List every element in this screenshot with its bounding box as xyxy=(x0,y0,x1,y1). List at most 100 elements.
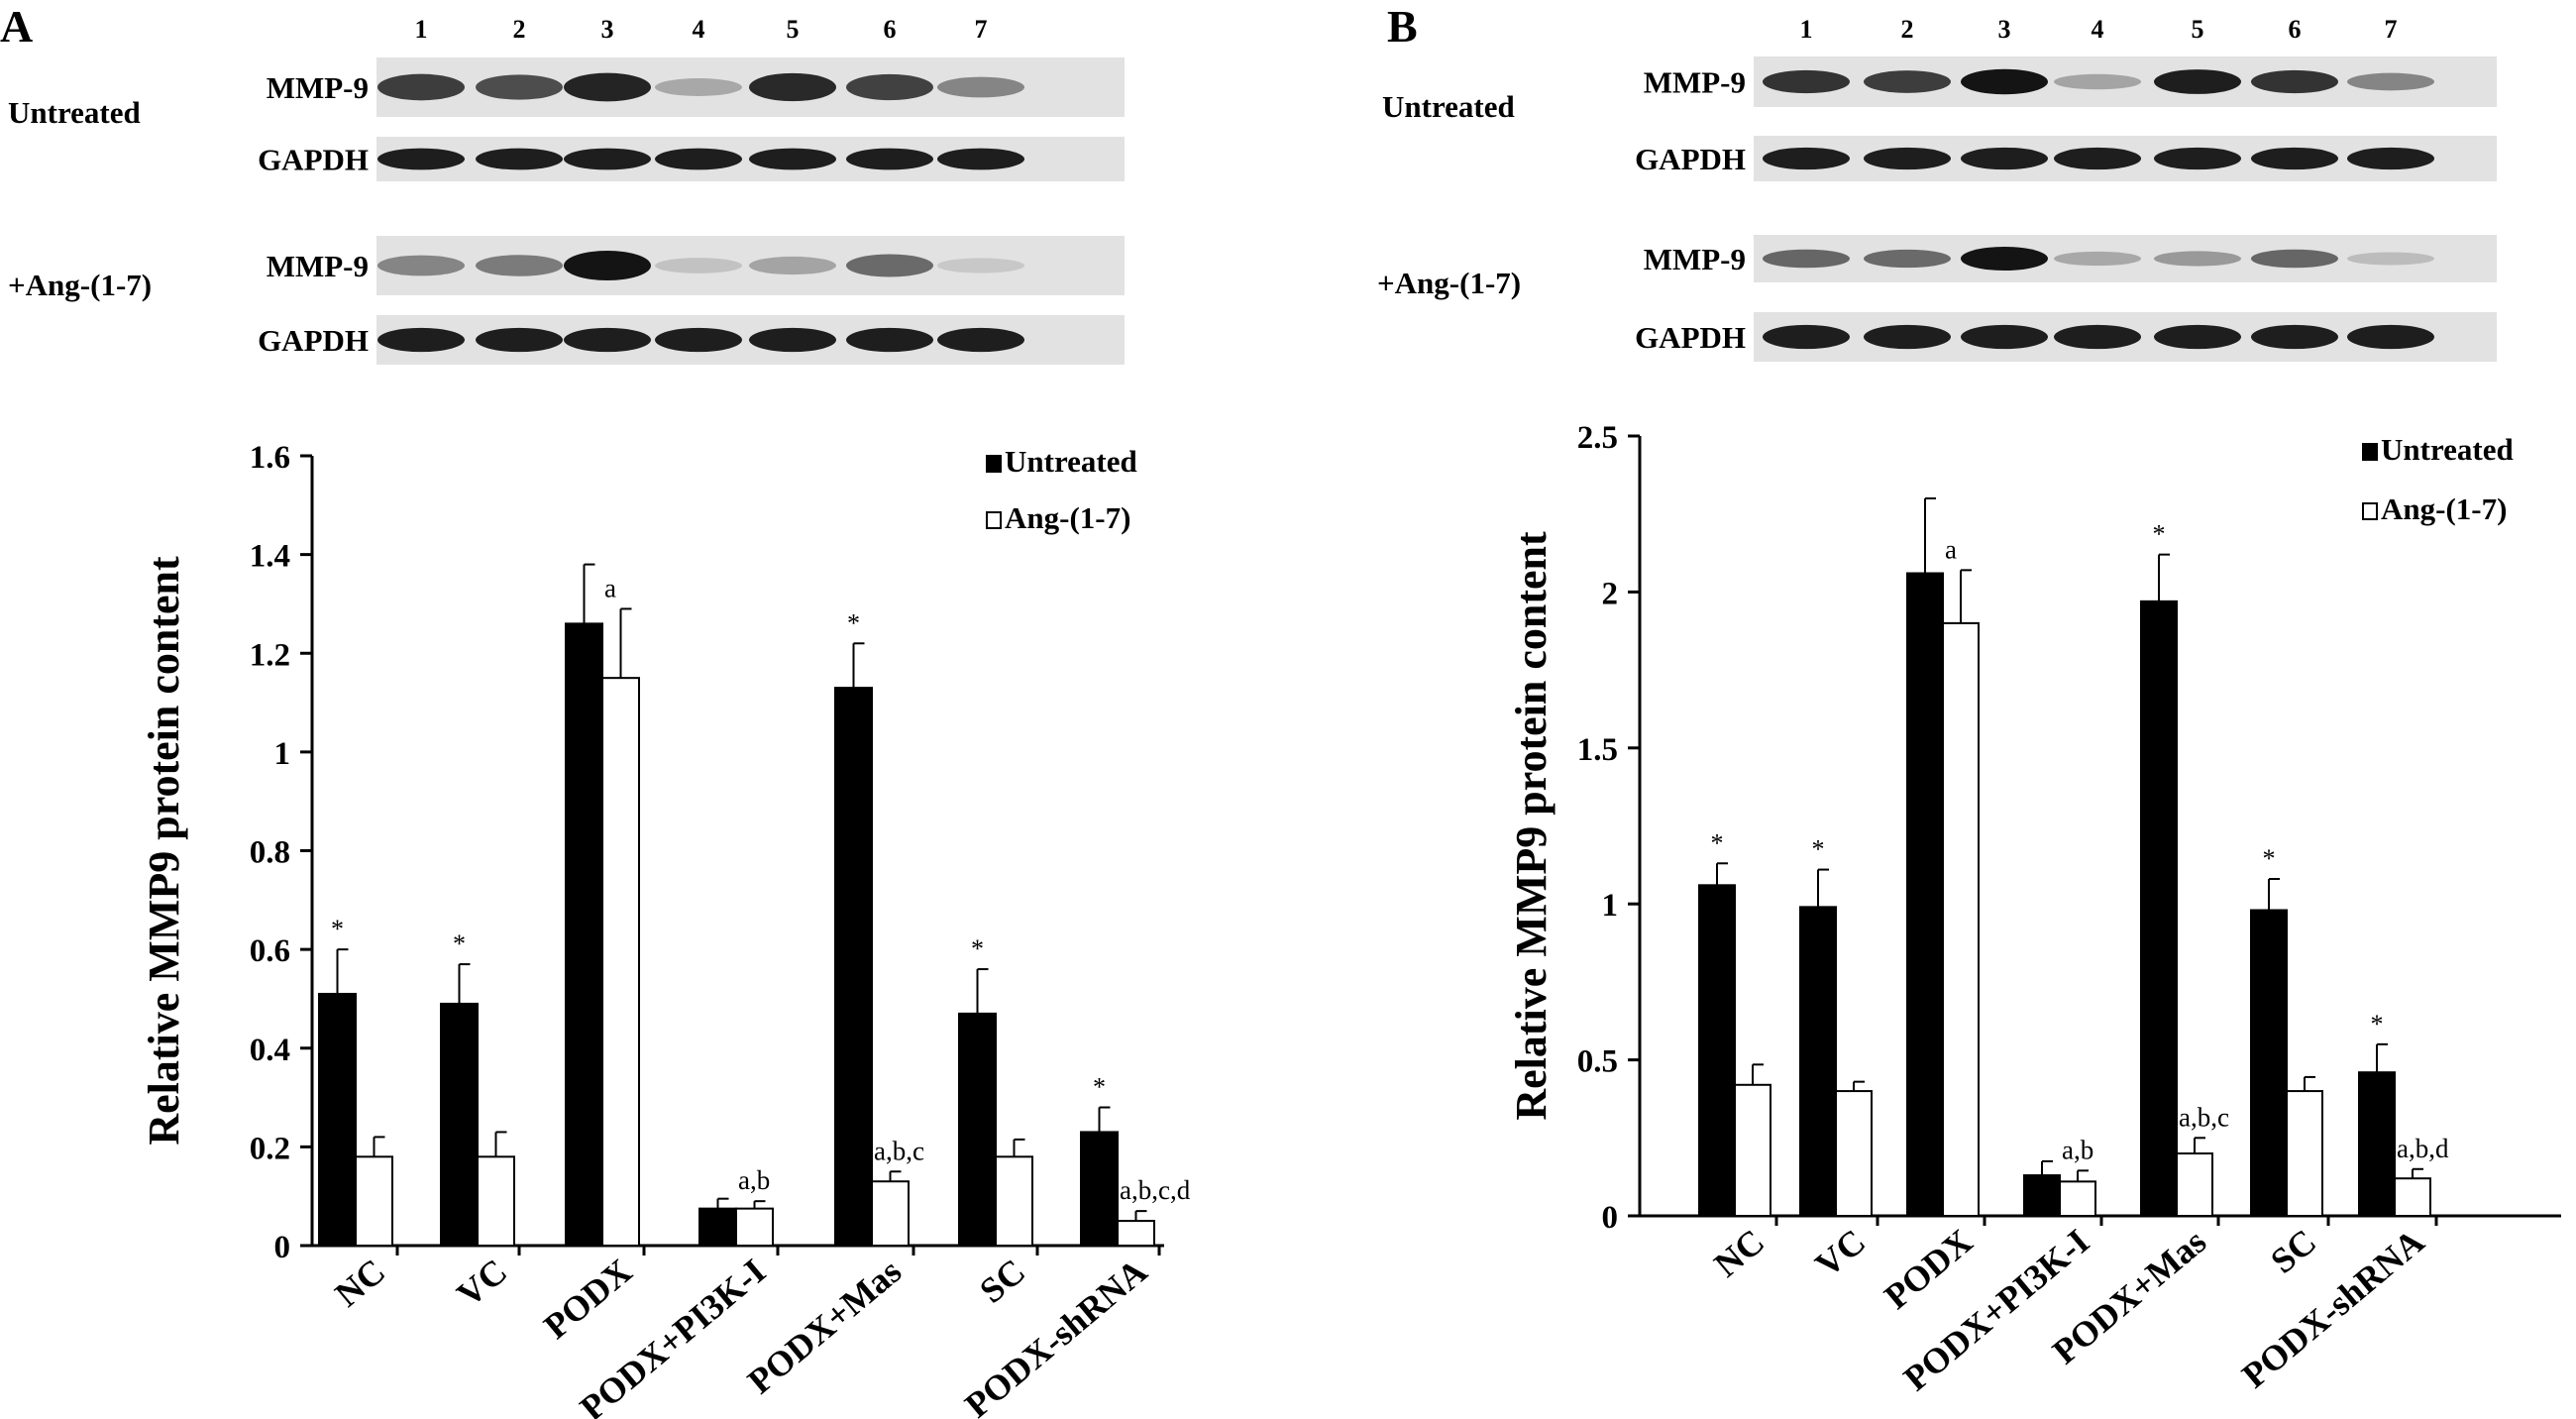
blot-band xyxy=(476,148,563,170)
condition-label: +Ang-(1-7) xyxy=(8,268,152,302)
blot-band xyxy=(2154,147,2241,170)
bar-untreated xyxy=(698,1207,737,1247)
blot-band xyxy=(1864,249,1951,269)
lane-number: 2 xyxy=(1901,15,1914,44)
lane-number: 2 xyxy=(513,15,526,44)
significance-mark: * xyxy=(1711,828,1724,857)
blot-row-label: MMP-9 xyxy=(1644,65,1746,100)
bar-ang xyxy=(995,1155,1033,1248)
blot-band xyxy=(937,258,1024,273)
significance-mark: a xyxy=(1945,534,1957,564)
blot-band xyxy=(2347,147,2434,170)
blot-band xyxy=(749,327,836,353)
lane-number: 3 xyxy=(1998,15,2011,44)
blot-band xyxy=(846,73,933,101)
blot-band xyxy=(937,327,1024,353)
x-category-label: PODX xyxy=(536,1251,639,1346)
bar-untreated xyxy=(1906,572,1944,1217)
blot-band xyxy=(2154,69,2241,94)
blot-band xyxy=(2054,73,2141,90)
y-tick-label: 0.2 xyxy=(250,1131,290,1166)
bar-ang xyxy=(477,1155,515,1248)
blot-band xyxy=(1864,147,1951,170)
bar-untreated xyxy=(2358,1071,2396,1218)
significance-mark: * xyxy=(1812,835,1825,864)
blot-band xyxy=(377,73,465,101)
lane-number: 6 xyxy=(2289,15,2302,44)
y-tick-label: 1.5 xyxy=(1577,732,1618,768)
x-category-label: PODX-shRNA xyxy=(2234,1221,2431,1395)
x-category-label: SC xyxy=(972,1251,1032,1310)
bar-ang xyxy=(2059,1180,2096,1217)
blot-band xyxy=(846,254,933,277)
blot-band xyxy=(476,255,563,276)
y-tick-label: 1 xyxy=(1602,888,1619,924)
blot-band xyxy=(2251,249,2338,269)
blot-band xyxy=(937,76,1024,98)
blot-band xyxy=(2054,324,2141,350)
blot-band xyxy=(655,258,742,273)
blot-row-label: MMP-9 xyxy=(1644,242,1746,276)
blot-band xyxy=(2251,69,2338,94)
bar-ang xyxy=(735,1207,774,1247)
significance-mark: * xyxy=(847,608,860,637)
lane-number: 6 xyxy=(884,15,897,44)
significance-mark: a,b,c xyxy=(2179,1102,2229,1132)
blot-band xyxy=(749,148,836,170)
legend-label: Ang-(1-7) xyxy=(1005,500,1130,535)
lane-number: 3 xyxy=(601,15,614,44)
legend-swatch xyxy=(986,511,1002,529)
blot-row-label: GAPDH xyxy=(1635,320,1746,355)
blot-band xyxy=(2054,251,2141,267)
blot-band xyxy=(2251,147,2338,170)
blot-band xyxy=(749,72,836,102)
blot-band xyxy=(1961,68,2048,95)
blot-band xyxy=(1763,147,1850,170)
bar-untreated xyxy=(2250,909,2288,1217)
blot-band xyxy=(655,78,742,96)
panel-a: A 1 2 3 4 5 6 7 Untreated MMP-9 GAPDH +Ang-(1-7) MMP… xyxy=(0,1,1191,1419)
bar-ang xyxy=(2176,1152,2213,1218)
bar-ang xyxy=(1734,1083,1771,1218)
significance-mark: * xyxy=(331,915,344,943)
blot-row-label: GAPDH xyxy=(258,143,369,177)
blot-band xyxy=(1763,324,1850,350)
blot-band xyxy=(1961,247,2048,271)
bar-untreated xyxy=(1080,1131,1119,1248)
blot-band xyxy=(2347,72,2434,91)
blot-row-label: GAPDH xyxy=(1635,142,1746,176)
significance-mark: a,b,c xyxy=(874,1136,924,1165)
figure-panel-b: B 1 2 3 4 5 6 7 Untreated MMP-9 GAPDH +Ang-(1-7) MMP… xyxy=(1377,1,2561,1398)
significance-mark: a xyxy=(604,573,616,602)
blot-band xyxy=(377,327,465,353)
blot-band xyxy=(1763,69,1850,94)
bar-untreated xyxy=(1698,884,1736,1217)
x-category-label: VC xyxy=(1808,1221,1874,1284)
y-tick-label: 0 xyxy=(1602,1200,1619,1236)
bar-untreated xyxy=(565,622,603,1247)
lane-number: 7 xyxy=(975,15,988,44)
blot-row-label: MMP-9 xyxy=(267,70,369,105)
x-category-label: NC xyxy=(1707,1221,1772,1284)
bar-untreated xyxy=(834,687,873,1247)
y-tick-label: 1 xyxy=(274,736,291,772)
blot-band xyxy=(377,255,465,276)
y-tick-label: 0.4 xyxy=(250,1033,290,1068)
significance-mark: * xyxy=(453,929,466,958)
blot-band xyxy=(2154,324,2241,350)
x-category-label: PODX xyxy=(1877,1221,1980,1316)
lane-number: 7 xyxy=(2385,15,2398,44)
blot-band xyxy=(564,327,651,353)
bar-ang xyxy=(1835,1090,1873,1217)
bar-ang xyxy=(1117,1220,1155,1247)
blot-band xyxy=(1961,147,2048,170)
significance-mark: * xyxy=(971,934,984,963)
y-tick-label: 1.2 xyxy=(250,637,290,673)
panel-b: B 1 2 3 4 5 6 7 Untreated MMP-9 GAPDH +Ang-(1-7) MMP… xyxy=(1288,0,2576,1419)
significance-mark: * xyxy=(2371,1010,2384,1038)
y-tick-label: 2.5 xyxy=(1577,420,1618,456)
bar-untreated xyxy=(318,992,357,1247)
significance-mark: a,b,c,d xyxy=(1120,1175,1191,1205)
blot-band xyxy=(2347,324,2434,350)
lane-number: 1 xyxy=(1800,15,1813,44)
